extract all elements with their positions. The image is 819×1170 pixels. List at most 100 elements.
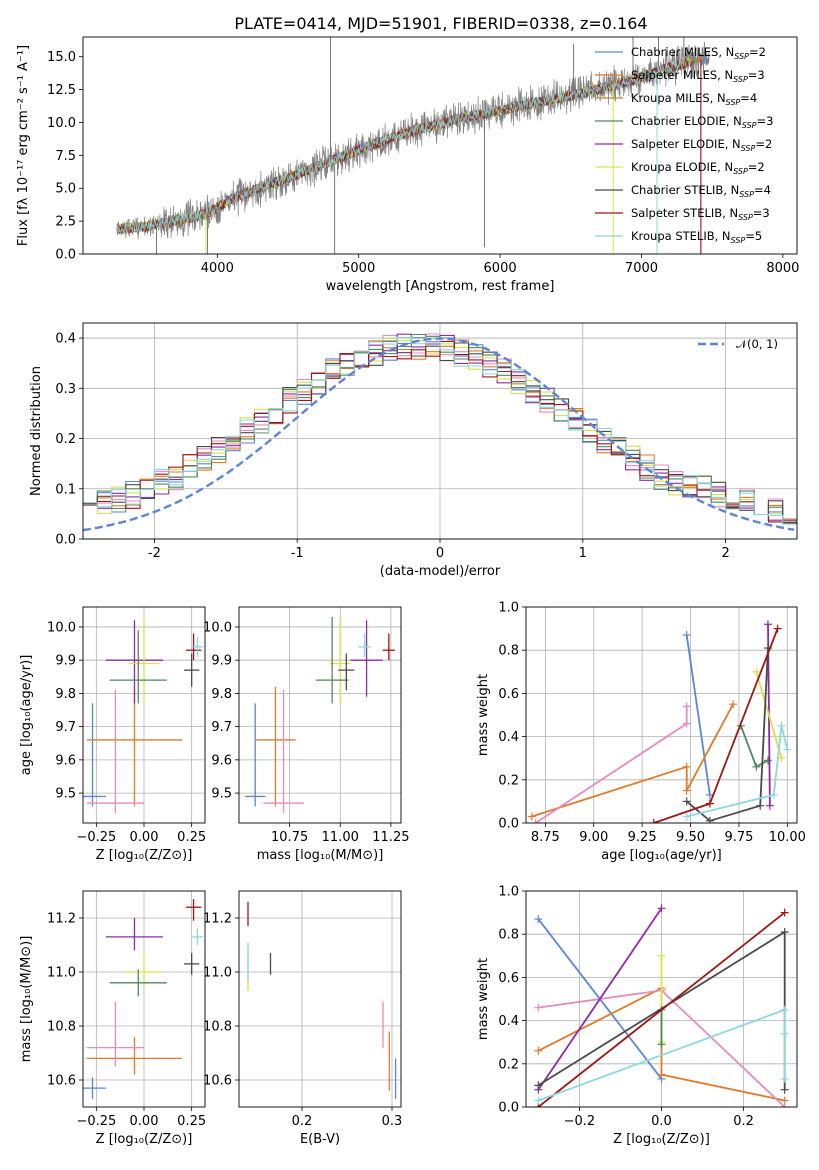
errorbar-point — [124, 953, 164, 986]
y-tick-label: 9.5 — [211, 787, 232, 802]
y-tick-label: 15.0 — [47, 50, 76, 65]
y-tick-label: 9.7 — [55, 720, 76, 735]
legend-entry: Chabrier ELODIE, NSSP=3 — [631, 114, 773, 130]
y-tick-label: 0.6 — [498, 971, 519, 986]
x-tick-label: 0.3 — [382, 1114, 403, 1129]
x-tick-label: 2 — [721, 546, 729, 561]
x-tick-label: 9.00 — [579, 830, 608, 845]
errorbar-point — [128, 616, 160, 704]
x-axis-label: wavelength [Angstrom, rest frame] — [326, 279, 555, 294]
y-tick-label: 0.6 — [498, 687, 519, 702]
y-tick-label: 0.0 — [498, 1101, 519, 1116]
legend-entry: Kroupa MILES, NSSP=4 — [631, 91, 757, 107]
y-tick-label: 11.2 — [47, 912, 76, 927]
legend-entry: Kroupa ELODIE, NSSP=2 — [631, 160, 765, 176]
x-axis-label: Z [log₁₀(Z/Z⊙)] — [96, 848, 193, 863]
x-tick-label: 0.25 — [177, 1114, 206, 1129]
y-tick-label: 10.6 — [203, 1074, 232, 1089]
mass-weight-series — [649, 624, 782, 823]
legend-entry: Salpeter ELODIE, NSSP=2 — [631, 137, 772, 153]
mass-weight-series — [534, 904, 666, 1094]
x-tick-label: 0.25 — [177, 830, 206, 845]
y-tick-label: 1.0 — [498, 601, 519, 616]
x-tick-label: 9.75 — [724, 830, 753, 845]
y-tick-label: 10.0 — [203, 620, 232, 635]
y-tick-label: 0.1 — [55, 482, 76, 497]
legend-entry: Kroupa STELIB, NSSP=5 — [631, 229, 762, 245]
errorbar-point — [83, 1077, 106, 1099]
y-tick-label: 5.0 — [55, 182, 76, 197]
y-tick-label: 9.5 — [55, 787, 76, 802]
y-axis-label: mass weight — [476, 958, 491, 1040]
y-tick-label: 9.6 — [55, 753, 76, 768]
y-tick-label: 0.2 — [55, 432, 76, 447]
x-tick-label: 0.00 — [130, 830, 159, 845]
y-tick-label: 0.4 — [498, 730, 519, 745]
y-tick-label: 0.8 — [498, 644, 519, 659]
legend-entry: 𝒩(0, 1) — [736, 337, 778, 351]
residuals-histogram-panel: -2 -1 0 1 2 0.0 0.1 0.2 0.3 0.4 (data-model)/error… — [29, 322, 798, 579]
x-tick-label: 4000 — [201, 261, 234, 276]
y-tick-label: 0.3 — [55, 382, 76, 397]
x-tick-label: 11.00 — [322, 830, 359, 845]
x-tick-label: -2 — [148, 546, 161, 561]
x-tick-label: 11.25 — [372, 830, 409, 845]
mass-weight-series — [736, 721, 772, 771]
x-tick-label: −0.25 — [76, 830, 116, 845]
x-tick-label: 0.2 — [292, 1114, 313, 1129]
errorbar-point — [330, 616, 351, 704]
y-tick-label: 9.9 — [55, 654, 76, 669]
x-tick-label: −0.2 — [564, 1114, 596, 1129]
extinction-mass-panel: 0.2 0.3 10.6 10.8 11.0 11.2 E(B-V) — [203, 890, 403, 1147]
x-axis-label: (data-model)/error — [380, 564, 501, 579]
errorbar-point — [263, 690, 304, 814]
y-tick-label: 0.2 — [498, 1057, 519, 1072]
x-tick-label: 8.75 — [531, 830, 560, 845]
errorbar-point — [105, 918, 164, 951]
errorbar-point — [109, 969, 167, 997]
errorbar-point — [83, 703, 106, 807]
errorbar-point — [185, 899, 202, 921]
y-tick-label: 10.6 — [47, 1074, 76, 1089]
y-tick-label: 10.8 — [47, 1020, 76, 1035]
x-tick-label: −0.25 — [76, 1114, 116, 1129]
errorbar-point — [86, 1001, 144, 1067]
mass-weight-series — [531, 702, 691, 823]
x-tick-label: 0.00 — [130, 1114, 159, 1129]
errorbar-point — [86, 690, 144, 814]
y-tick-label: 10.0 — [47, 620, 76, 635]
x-tick-label: 5000 — [342, 261, 375, 276]
errorbar-point — [358, 633, 371, 657]
x-axis-label: Z [log₁₀(Z/Z⊙)] — [613, 1132, 710, 1147]
x-tick-label: 9.25 — [628, 830, 657, 845]
x-tick-label: -1 — [291, 546, 304, 561]
y-tick-label: 0.0 — [55, 248, 76, 263]
x-tick-label: 6000 — [484, 261, 517, 276]
errorbar-point — [86, 1036, 183, 1075]
errorbar-point — [109, 630, 167, 704]
x-axis-label: Z [log₁₀(Z/Z⊙)] — [96, 1132, 193, 1147]
y-tick-label: 7.5 — [55, 149, 76, 164]
y-tick-label: 0.2 — [498, 773, 519, 788]
errorbar-point — [86, 686, 183, 807]
legend-entry: Chabrier MILES, NSSP=2 — [631, 45, 766, 61]
errorbar-point — [315, 616, 349, 704]
figure-title: PLATE=0414, MJD=51901, FIBERID=0338, z=0… — [234, 14, 647, 33]
x-tick-label: 1 — [579, 546, 587, 561]
x-tick-label: 10.75 — [271, 830, 308, 845]
errorbar-point — [245, 703, 266, 807]
y-tick-label: 10.8 — [203, 1020, 232, 1035]
x-tick-label: 0 — [436, 546, 444, 561]
y-tick-label: 0.0 — [55, 533, 76, 548]
y-tick-label: 2.5 — [55, 215, 76, 230]
errorbar-point — [338, 653, 355, 691]
mass-weight-series — [682, 721, 792, 821]
x-tick-label: 0.0 — [651, 1114, 672, 1129]
errorbar-point — [184, 653, 200, 687]
y-tick-label: 9.7 — [211, 720, 232, 735]
x-tick-label: 8000 — [766, 261, 799, 276]
y-tick-label: 12.5 — [47, 83, 76, 98]
y-tick-label: 9.8 — [211, 687, 232, 702]
metallicity-mass-panel: −0.25 0.00 0.25 10.6 10.8 11.0 11.2 Z [log₁₀(Z/… — [19, 890, 206, 1147]
y-axis-label: mass [log₁₀(M/M⊙)] — [19, 936, 34, 1063]
